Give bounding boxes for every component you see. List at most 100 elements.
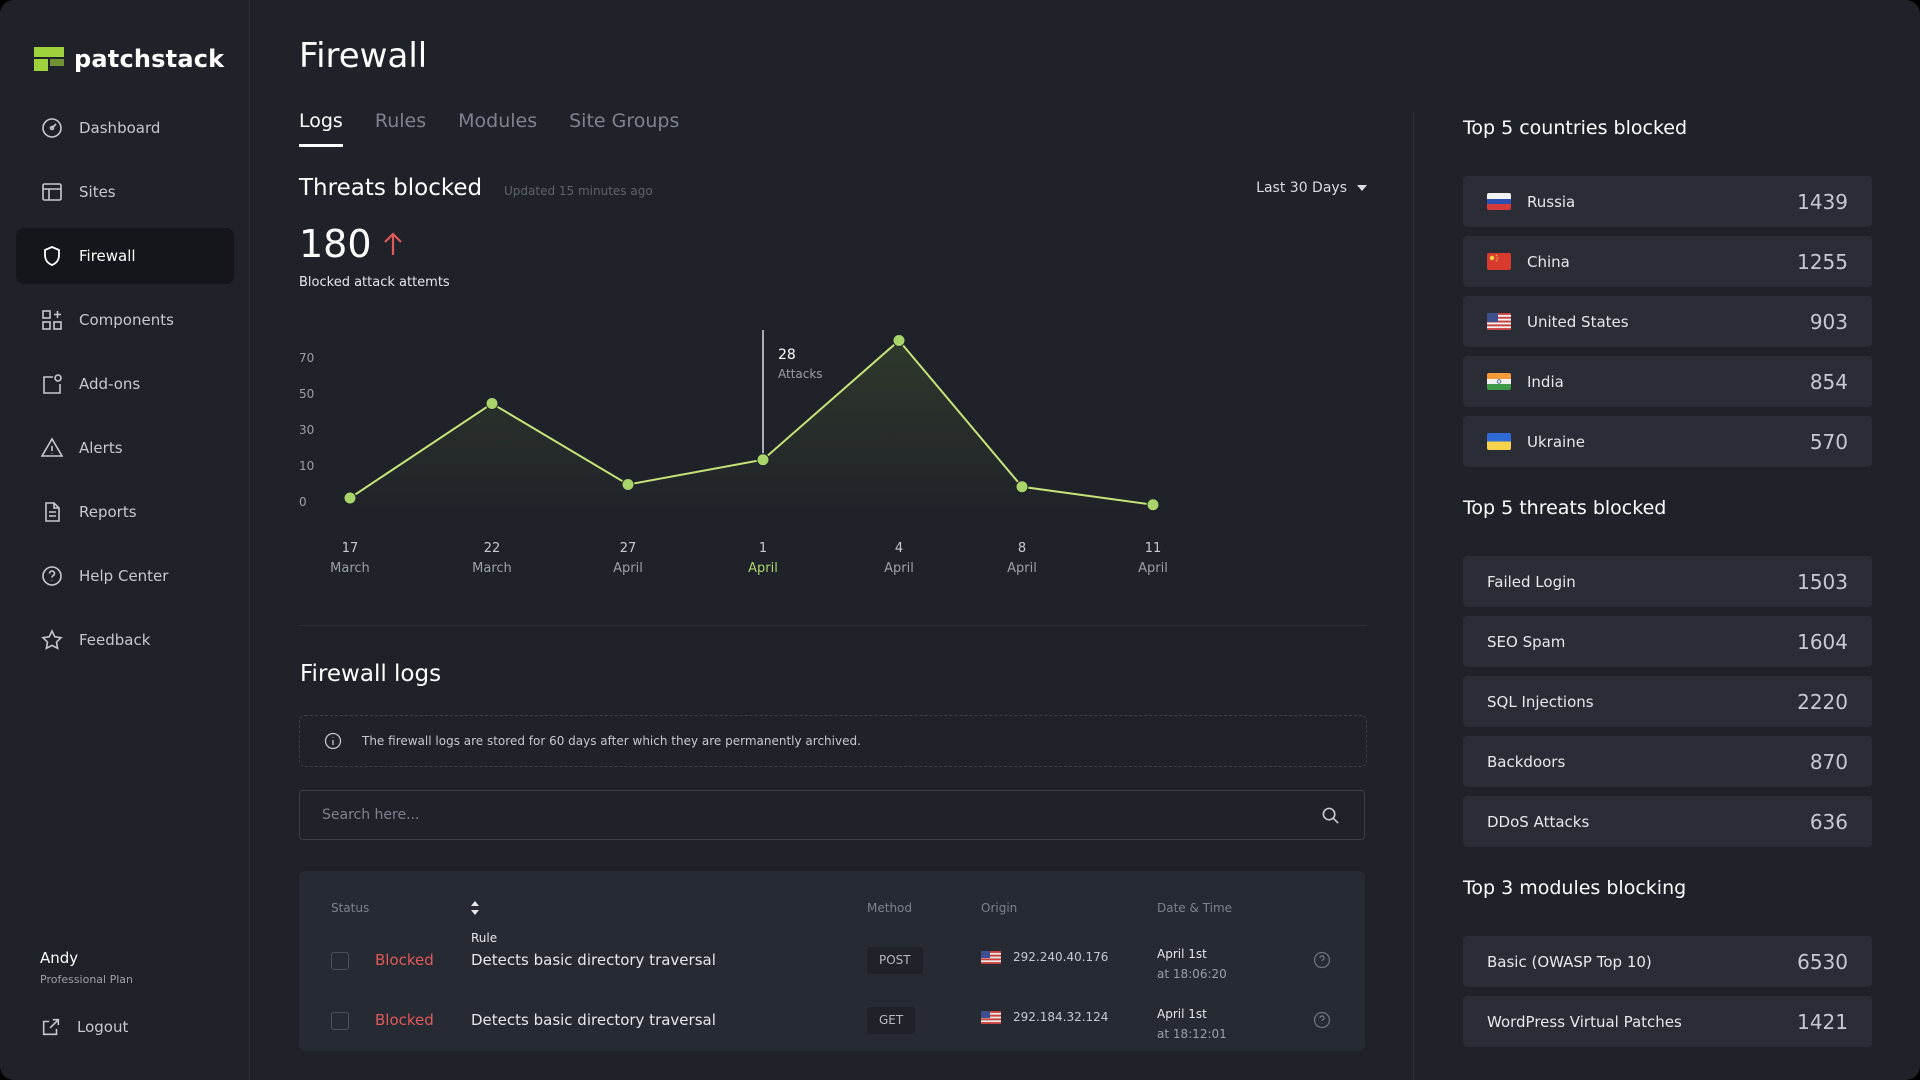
- sidebar: patchstack Dashboard Sites Firewall Comp…: [0, 0, 250, 1080]
- series-area: [350, 340, 1153, 516]
- origin: 292.240.40.176: [981, 950, 1108, 964]
- module-name: Basic (OWASP Top 10): [1487, 952, 1652, 971]
- tab-modules[interactable]: Modules: [458, 110, 538, 132]
- x-tick-month: March: [330, 561, 370, 576]
- y-tick-label: 50: [299, 387, 314, 401]
- row-checkbox[interactable]: [331, 952, 349, 970]
- sidebar-item-sites[interactable]: Sites: [16, 164, 234, 220]
- threat-name: DDoS Attacks: [1487, 812, 1590, 831]
- country-value: 854: [1809, 369, 1848, 394]
- dashboard-icon: [42, 118, 62, 138]
- data-point: [621, 478, 635, 491]
- date-text: April 1st: [1157, 1007, 1207, 1021]
- search-box: [299, 790, 1365, 840]
- threat-name: Backdoors: [1487, 752, 1566, 771]
- table-row: Blocked Detects basic directory traversa…: [299, 991, 1365, 1051]
- sidebar-item-firewall[interactable]: Firewall: [16, 228, 234, 284]
- user-profile[interactable]: Andy Professional Plan: [40, 949, 133, 986]
- sidebar-item-dashboard[interactable]: Dashboard: [16, 100, 234, 156]
- origin: 292.184.32.124: [981, 1010, 1108, 1024]
- external-link-icon: [42, 1018, 60, 1036]
- threats-total-value: 180: [299, 222, 372, 266]
- country-card-china: China 1255: [1463, 236, 1872, 287]
- module-card: Basic (OWASP Top 10) 6530: [1463, 936, 1872, 987]
- threats-title: Threats blocked: [299, 175, 483, 201]
- column-header-rule[interactable]: Rule: [471, 901, 497, 945]
- logout-button[interactable]: Logout: [40, 1016, 128, 1038]
- logout-label: Logout: [77, 1018, 129, 1036]
- origin-ip: 292.184.32.124: [1013, 1010, 1109, 1024]
- origin-ip: 292.240.40.176: [1013, 950, 1109, 964]
- column-header-date: Date & Time: [1157, 901, 1233, 915]
- countries-title: Top 5 countries blocked: [1463, 117, 1688, 139]
- threat-card: DDoS Attacks 636: [1463, 796, 1872, 847]
- user-name: Andy: [40, 949, 79, 967]
- sidebar-item-components[interactable]: Components: [16, 292, 234, 348]
- table-header: Status Rule Method Origin Date & Time: [299, 871, 1365, 945]
- method-badge: POST: [867, 947, 923, 974]
- help-circle-icon[interactable]: [1313, 951, 1331, 969]
- row-checkbox[interactable]: [331, 1012, 349, 1030]
- country-card-united-states: United States 903: [1463, 296, 1872, 347]
- add-ons-icon: [43, 374, 62, 394]
- search-icon[interactable]: [1321, 806, 1340, 825]
- country-name: Russia: [1527, 192, 1576, 211]
- sites-icon: [42, 183, 62, 201]
- data-point: [1146, 498, 1160, 512]
- right-panel: Top 5 countries blocked Russia 1439 Chin…: [1463, 0, 1873, 1080]
- country-card-india: India 854: [1463, 356, 1872, 407]
- country-name: China: [1527, 252, 1570, 271]
- patchstack-logo-icon: [34, 47, 64, 71]
- shield-icon: [44, 246, 60, 266]
- logs-notice-text: The firewall logs are stored for 60 days…: [362, 734, 861, 748]
- russia-flag-icon: [1487, 193, 1511, 210]
- main-content: Firewall Logs Rules Modules Site Groups …: [299, 0, 1367, 1080]
- rule-text: Detects basic directory traversal: [471, 1011, 716, 1029]
- x-tick-day: 22: [484, 541, 501, 556]
- search-input[interactable]: [322, 791, 1282, 839]
- y-tick-label: 70: [299, 351, 314, 365]
- date-range-dropdown[interactable]: Last 30 Days: [1256, 180, 1367, 196]
- sidebar-item-label: Sites: [79, 183, 116, 201]
- x-tick-day: 1: [759, 541, 767, 556]
- table-row: Blocked Detects basic directory traversa…: [299, 931, 1365, 991]
- threat-value: 1604: [1797, 629, 1848, 654]
- sidebar-item-help-center[interactable]: Help Center: [16, 548, 234, 604]
- time-text: at 18:06:20: [1157, 967, 1227, 981]
- sidebar-item-feedback[interactable]: Feedback: [16, 612, 234, 668]
- threat-value: 2220: [1797, 689, 1848, 714]
- help-circle-icon[interactable]: [1313, 1011, 1331, 1029]
- data-point: [485, 397, 499, 410]
- rule-text: Detects basic directory traversal: [471, 951, 716, 969]
- threat-name: SQL Injections: [1487, 692, 1594, 711]
- date-time: April 1st at 18:06:20: [1157, 944, 1227, 984]
- x-tick-day: 4: [895, 541, 903, 556]
- tab-site-groups[interactable]: Site Groups: [569, 110, 680, 132]
- threat-card: SEO Spam 1604: [1463, 616, 1872, 667]
- us-flag-icon: [981, 1010, 1001, 1024]
- country-value: 570: [1809, 429, 1848, 454]
- tab-logs[interactable]: Logs: [299, 110, 343, 147]
- arrow-up-icon: [383, 232, 402, 255]
- sidebar-item-reports[interactable]: Reports: [16, 484, 234, 540]
- x-tick-month: April: [613, 561, 643, 576]
- x-tick-month: March: [472, 561, 512, 576]
- module-card: WordPress Virtual Patches 1421: [1463, 996, 1872, 1047]
- logs-title: Firewall logs: [300, 661, 442, 687]
- components-icon: [42, 310, 62, 330]
- country-value: 1255: [1797, 249, 1848, 274]
- highlight-value: 28: [778, 347, 796, 363]
- sidebar-item-label: Add-ons: [79, 375, 141, 393]
- logs-notice: The firewall logs are stored for 60 days…: [299, 715, 1367, 767]
- sidebar-item-alerts[interactable]: Alerts: [16, 420, 234, 476]
- date-range-label: Last 30 Days: [1256, 180, 1347, 196]
- threat-card: Failed Login 1503: [1463, 556, 1872, 607]
- brand-name: patchstack: [74, 45, 225, 73]
- country-name: Ukraine: [1527, 432, 1585, 451]
- data-point: [756, 453, 770, 467]
- brand-logo[interactable]: patchstack: [34, 45, 224, 73]
- tab-rules[interactable]: Rules: [374, 110, 427, 132]
- date-text: April 1st: [1157, 947, 1207, 961]
- sidebar-item-add-ons[interactable]: Add-ons: [16, 356, 234, 412]
- x-tick-month: April: [748, 561, 778, 576]
